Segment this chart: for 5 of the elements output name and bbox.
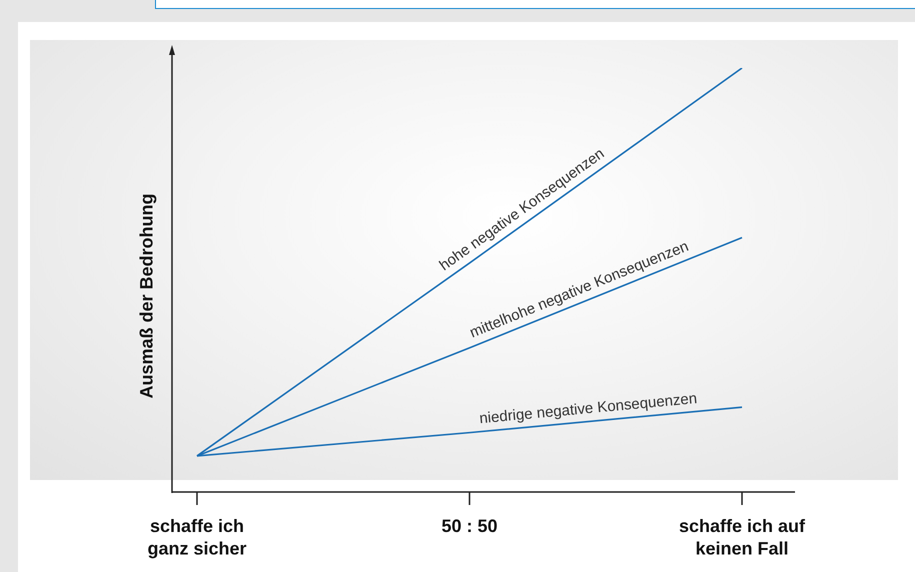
x-tick-label: schaffe ich ganz sicher: [147, 516, 247, 559]
y-axis-title: Ausmaß der Bedrohung: [136, 193, 158, 399]
x-tick-label: 50 : 50: [441, 516, 498, 536]
text: niedrige negative Konsequenzen: [478, 390, 698, 428]
x-tick-label: schaffe ich auf keinen Fall: [678, 516, 806, 559]
